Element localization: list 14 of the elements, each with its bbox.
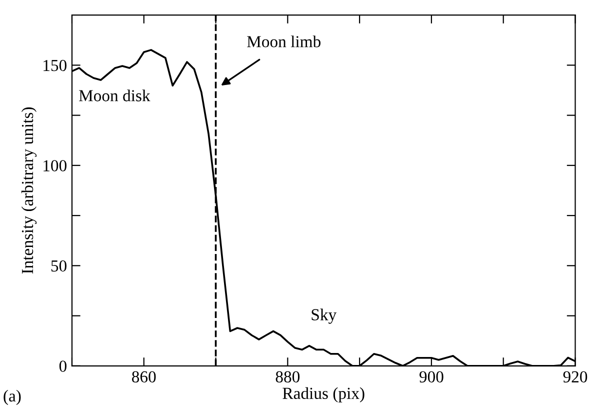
y-tick-label: 150 (44, 60, 66, 72)
x-tick-label: 880 (276, 371, 300, 382)
annotation: Moon disk (79, 90, 150, 102)
y-tick-label: 0 (59, 360, 66, 372)
text: (a) (4, 390, 21, 405)
annotation: Sky (312, 308, 337, 324)
x-tick-label: 920 (563, 371, 588, 382)
x-tick-label: 860 (132, 371, 156, 382)
x-axis-title: Radius (pix) (282, 387, 364, 402)
y-axis-title: Intensity (arbitrary units) (21, 107, 37, 274)
x-tick-label: 900 (419, 371, 444, 382)
annotation: Moon limb (247, 36, 320, 48)
y-tick-label: 50 (51, 260, 66, 272)
y-tick-label: 100 (44, 160, 66, 172)
